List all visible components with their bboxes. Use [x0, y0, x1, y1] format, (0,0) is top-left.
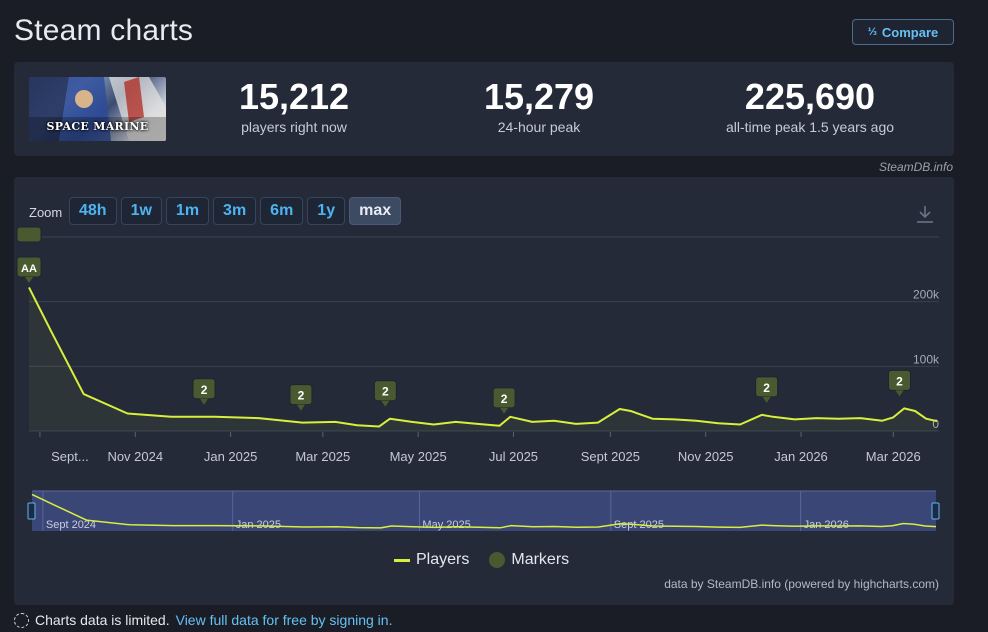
compare-icon: ⅓: [867, 26, 877, 38]
marker-flag-box: [16, 226, 42, 243]
marker-flag-pointer: [25, 277, 33, 283]
marker-flag: 2: [887, 369, 911, 397]
limited-data-notice: Charts data is limited. View full data f…: [14, 612, 392, 628]
y-tick-label: 0: [932, 417, 939, 431]
cover-title: SPACE MARINE: [46, 120, 149, 133]
zoom-1m-button[interactable]: 1m: [165, 197, 210, 225]
game-cover-image[interactable]: SPACE MARINE: [29, 77, 166, 141]
notice-text: Charts data is limited.: [35, 612, 170, 628]
marker-label: AA: [21, 263, 37, 275]
x-tick-label: Jul 2025: [489, 449, 538, 464]
legend-line-icon: [394, 558, 410, 562]
stat-all-time-peak: 225,690 all-time peak 1.5 years ago: [710, 76, 910, 136]
x-tick-label: Sept...: [51, 449, 89, 464]
y-tick-label: 200k: [913, 288, 940, 302]
x-tick-label: Mar 2026: [866, 449, 921, 464]
marker-flag-box: [289, 384, 313, 406]
x-tick-label: Sept 2025: [581, 449, 640, 464]
marker-label: 2: [201, 383, 208, 397]
compare-label: Compare: [881, 24, 939, 40]
navigator-chart: Sept 2024 Jan 2025 May 2025 Sept 2025 Jan 20…: [27, 490, 940, 531]
navigator-window: [32, 491, 936, 531]
marker-flag-pointer: [381, 400, 390, 407]
players-line: [28, 286, 938, 428]
legend-players[interactable]: Players: [394, 551, 469, 569]
marker-label: 2: [501, 392, 508, 406]
legend-label: Markers: [511, 551, 570, 568]
zoom-3m-button[interactable]: 3m: [213, 197, 257, 225]
zoom-1w-button[interactable]: 1w: [120, 197, 162, 225]
marker-flag: 2: [373, 380, 397, 407]
stat-24h-peak: 15,279 24-hour peak: [459, 76, 619, 136]
marker-flag: 2: [289, 384, 313, 411]
x-tick-label: May 2025: [390, 449, 447, 464]
x-tick-label: Jan 2025: [204, 449, 258, 464]
navigator-line: [31, 493, 937, 529]
marker-flag-box: [192, 378, 216, 400]
legend-markers[interactable]: Markers: [489, 551, 569, 569]
cover-art-icon: [29, 77, 166, 141]
players-area: [29, 287, 937, 431]
zoom-1y-button[interactable]: 1y: [307, 197, 346, 225]
navigator-label: Jan 2025: [236, 519, 281, 531]
chart-legend: Players Markers: [394, 551, 569, 569]
marker-flag: 2: [192, 378, 216, 405]
x-tick-label: Nov 2025: [678, 449, 734, 464]
marker-label: 2: [298, 389, 305, 403]
navigator-label: Sept 2024: [46, 519, 96, 531]
navigator-handle: [931, 502, 940, 520]
x-tick-label: Mar 2025: [295, 449, 350, 464]
stats-panel: SPACE MARINE 15,212 players right now 15…: [14, 62, 954, 156]
stat-value: 225,690: [744, 76, 876, 117]
legend-dot-icon: [489, 552, 506, 568]
zoom-6m-button[interactable]: 6m: [260, 197, 304, 225]
compare-button[interactable]: ⅓ Compare: [852, 19, 954, 45]
stat-players-now: 15,212 players right now: [214, 76, 374, 136]
loading-circle-icon: [14, 612, 29, 628]
stat-label: 24-hour peak: [497, 119, 581, 135]
x-tick-label: Nov 2024: [107, 449, 163, 464]
highcharts-credit[interactable]: data by SteamDB.info (powered by highcha…: [664, 577, 939, 591]
zoom-label: Zoom: [29, 205, 63, 220]
legend-label: Players: [416, 551, 470, 568]
marker-label: 2: [896, 374, 903, 388]
marker-flag-pointer: [762, 396, 771, 403]
page-title: Steam charts: [14, 14, 194, 47]
marker-label: 2: [382, 385, 389, 399]
x-tick-label: Jan 2026: [774, 449, 828, 464]
marker-flag-box: [755, 376, 779, 398]
zoom-48h-button[interactable]: 48h: [69, 197, 117, 225]
y-tick-label: 100k: [913, 352, 940, 366]
marker-flag-pointer: [296, 404, 305, 411]
marker-flag-pointer: [500, 407, 509, 414]
stat-label: all-time peak 1.5 years ago: [725, 119, 895, 135]
marker-flag: AA: [16, 226, 42, 283]
players-chart[interactable]: 0 100k 200k Sept... Nov 2024 Jan 2025 Mar 2025…: [14, 177, 954, 477]
chart-panel: Zoom 48h 1w 1m 3m 6m 1y max 0 100k 200k Sep…: [14, 177, 954, 605]
download-icon[interactable]: [914, 203, 936, 225]
marker-flag: 2: [492, 387, 516, 414]
stat-value: 15,279: [483, 76, 595, 117]
sign-in-link[interactable]: View full data for free by signing in.: [175, 612, 393, 628]
marker-flag-pointer: [200, 398, 209, 405]
marker-label: 2: [763, 381, 770, 395]
navigator-label: Jan 2026: [804, 519, 849, 531]
stat-value: 15,212: [238, 76, 350, 117]
zoom-buttons: 48h 1w 1m 3m 6m 1y max: [69, 197, 402, 225]
zoom-max-button[interactable]: max: [349, 197, 402, 225]
marker-flag: 2: [755, 376, 779, 403]
navigator-label: May 2025: [422, 519, 470, 531]
marker-flag-box: [373, 380, 397, 402]
stat-label: players right now: [241, 119, 347, 135]
marker-flag-pointer: [895, 390, 904, 397]
navigator-handle: [27, 502, 36, 520]
steamdb-credit: SteamDB.info: [878, 160, 953, 174]
